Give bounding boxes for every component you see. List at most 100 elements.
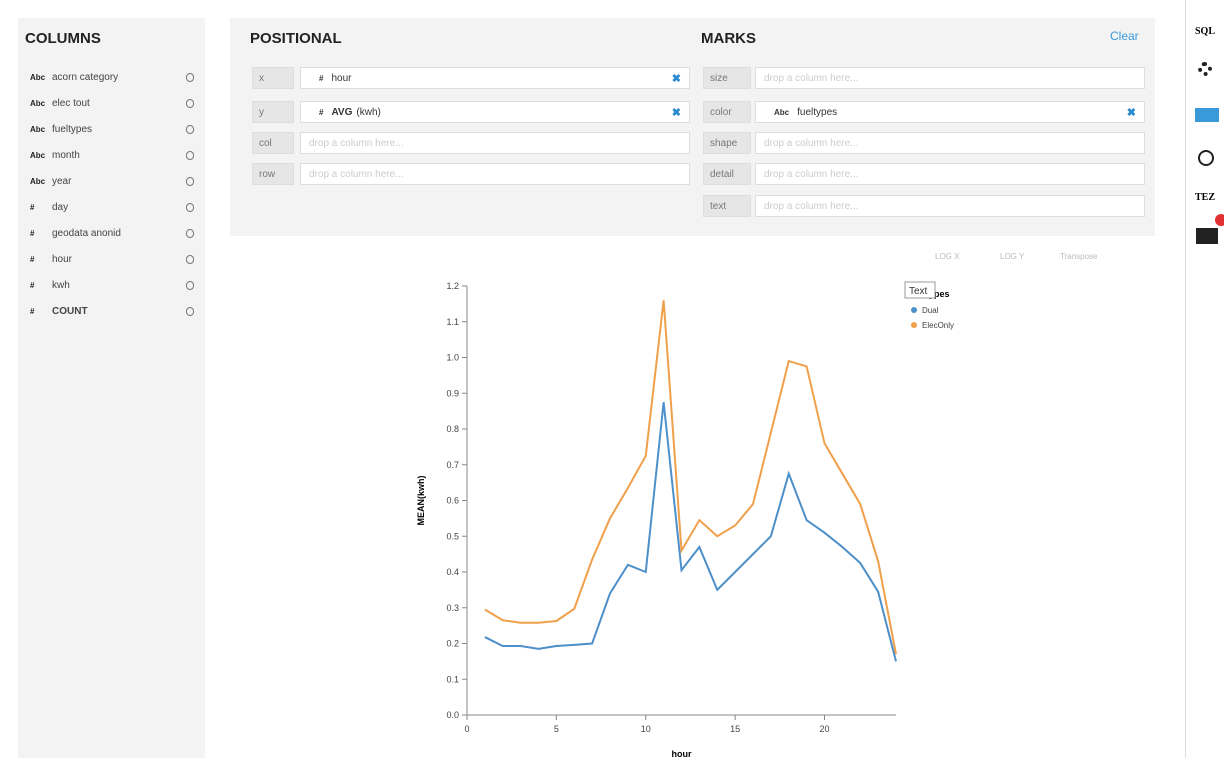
shelf-label: detail (703, 163, 751, 185)
chart-area (230, 240, 1165, 758)
shelf-drop[interactable]: drop a column here... (755, 163, 1145, 185)
tez-button[interactable]: TEZ (1195, 192, 1216, 203)
column-item[interactable]: Abc acorn category (30, 67, 200, 89)
shelf-label: text (703, 195, 751, 217)
shelf-drop[interactable]: drop a column here... (300, 163, 690, 185)
shelf-drop[interactable]: drop a column here... (755, 67, 1145, 89)
column-name: year (52, 176, 72, 187)
remove-button[interactable]: ✖ (671, 107, 681, 119)
column-name: fueltypes (52, 124, 93, 135)
transpose-button[interactable]: Transpose (1060, 252, 1098, 261)
column-name: acorn category (52, 72, 119, 83)
x-tick-label: 5 (554, 724, 559, 734)
type-icon: # (30, 255, 35, 264)
column-item[interactable]: Abc year (30, 171, 200, 193)
column-item[interactable]: # hour (30, 249, 200, 271)
placeholder: drop a column here... (764, 169, 859, 180)
log-y-button[interactable]: LOG Y (1000, 252, 1025, 261)
y-tick-label: 0.6 (446, 496, 459, 506)
info-icon[interactable] (186, 125, 194, 134)
type-icon: Abc (30, 99, 46, 108)
type-icon: # (30, 229, 35, 238)
remove-button[interactable]: ✖ (1126, 107, 1136, 119)
placeholder: drop a column here... (309, 169, 404, 180)
y-tick-label: 0.1 (446, 674, 459, 684)
column-name: kwh (52, 280, 70, 291)
mail-icon[interactable] (1196, 228, 1218, 244)
link-icon[interactable] (1198, 150, 1214, 166)
column-item[interactable]: Abc fueltypes (30, 119, 200, 141)
shelf-drop[interactable]: drop a column here... (300, 132, 690, 154)
shelf-drop[interactable]: drop a column here... (755, 195, 1145, 217)
info-icon[interactable] (186, 73, 194, 82)
x-tick-label: 10 (641, 724, 651, 734)
column-item[interactable]: Abc elec tout (30, 93, 200, 115)
shelf-drop[interactable]: Abc fueltypes ✖ (755, 101, 1145, 123)
info-icon[interactable] (186, 255, 194, 264)
y-tick-label: 0.3 (446, 603, 459, 613)
placeholder: drop a column here... (764, 201, 859, 212)
clear-button[interactable]: Clear (1110, 29, 1139, 43)
remove-button[interactable]: ✖ (671, 73, 681, 85)
shelf-label: shape (703, 132, 751, 154)
column-name: day (52, 202, 69, 213)
type-icon: Abc (30, 177, 46, 186)
column-item[interactable]: # COUNT (30, 301, 200, 323)
notification-badge (1215, 214, 1224, 226)
shelf-drop[interactable]: drop a column here... (755, 132, 1145, 154)
column-item[interactable]: # geodata anonid (30, 223, 200, 245)
columns-title: COLUMNS (25, 30, 101, 47)
shelf-label: size (703, 67, 751, 89)
shelf-label: color (703, 101, 751, 123)
type-icon: Abc (30, 125, 46, 134)
info-icon[interactable] (186, 229, 194, 238)
placeholder: drop a column here... (309, 138, 404, 149)
column-name: elec tout (52, 98, 90, 109)
shelf-drop[interactable]: # AVG (kwh) ✖ (300, 101, 690, 123)
placeholder: drop a column here... (764, 73, 859, 84)
shelf-label: col (252, 132, 294, 154)
sql-button[interactable]: SQL (1195, 26, 1216, 37)
y-tick-label: 0.7 (446, 460, 459, 470)
type-icon: # (30, 281, 35, 290)
type-icon: Abc (30, 151, 46, 160)
field: hour (331, 73, 352, 84)
info-icon[interactable] (186, 307, 194, 316)
info-icon[interactable] (186, 177, 194, 186)
x-axis-label: hour (672, 749, 692, 758)
legend-swatch (911, 307, 917, 313)
info-icon[interactable] (186, 203, 194, 212)
type-icon: # (319, 108, 324, 117)
column-item[interactable]: # kwh (30, 275, 200, 297)
tooltip-text: Text (909, 286, 928, 297)
x-tick-label: 20 (819, 724, 829, 734)
legend-label: Dual (922, 306, 939, 315)
shelf-label: row (252, 163, 294, 185)
x-tick-label: 15 (730, 724, 740, 734)
column-item[interactable]: Abc month (30, 145, 200, 167)
y-axis-label: MEAN(kwh) (416, 476, 426, 526)
column-name: geodata anonid (52, 228, 121, 239)
column-name: month (52, 150, 80, 161)
type-icon: # (319, 74, 324, 83)
placeholder: drop a column here... (764, 138, 859, 149)
shelf-label: y (252, 101, 294, 123)
y-tick-label: 1.0 (446, 353, 459, 363)
log-x-button[interactable]: LOG X (935, 252, 960, 261)
y-tick-label: 0.4 (446, 567, 459, 577)
y-tick-label: 0.5 (446, 531, 459, 541)
info-icon[interactable] (186, 99, 194, 108)
column-item[interactable]: # day (30, 197, 200, 219)
column-name: COUNT (52, 306, 88, 317)
chart-icon[interactable] (1195, 108, 1219, 122)
column-name: hour (52, 254, 73, 265)
columns-panel (18, 18, 205, 758)
type-icon: # (30, 203, 35, 212)
x-tick-label: 0 (464, 724, 469, 734)
info-icon[interactable] (186, 281, 194, 290)
info-icon[interactable] (186, 151, 194, 160)
shelf-drop[interactable]: # hour ✖ (300, 67, 690, 89)
y-tick-label: 0.2 (446, 639, 459, 649)
settings-icon[interactable] (1198, 62, 1212, 76)
